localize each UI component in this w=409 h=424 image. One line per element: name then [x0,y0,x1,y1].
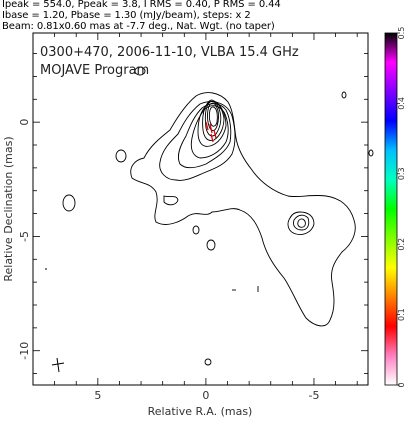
x-tick-label: 5 [94,389,101,402]
contour-island [206,239,216,251]
colorbar-tick-label: 0.4 [397,97,406,110]
chart-subtitle: MOJAVE Program [40,63,149,78]
contour-7 [204,101,222,137]
contour-sw-2 [293,214,310,231]
colorbar-tick-label: 0.2 [397,238,406,251]
chart-title: 0300+470, 2006-11-10, VLBA 15.4 GHz [40,45,299,60]
colorbar-tick-label: 0.3 [397,167,406,180]
contour-island [204,358,212,366]
contour-3 [177,103,232,169]
y-axis-label: Relative Declination (mas) [2,136,15,281]
contour-island [134,66,146,76]
x-tick-label: -5 [308,389,319,402]
contour-6 [202,99,225,141]
contour-9 [208,106,218,127]
x-axis-label: Relative R.A. (mas) [148,405,253,418]
contour-levels-line: Ibase = 1.20, Pbase = 1.30 (mJy/beam), s… [2,10,251,21]
y-tick-label: -10 [18,342,31,360]
y-tick-label: 0 [18,119,31,126]
contour-2 [159,101,236,181]
contour-island [341,91,347,99]
contour-island [115,149,127,163]
contour-8 [207,102,219,131]
x-tick-label: 0 [202,389,209,402]
colorbar-tick-label: 0.1 [397,308,406,321]
contour-sw-1 [287,211,315,235]
colorbar-ticks: 0 0.1 0.2 0.3 0.4 0.5 [397,27,406,388]
contour-set [62,66,374,366]
contour-sw-3 [297,218,306,228]
colorbar [384,32,398,386]
plot-frame [32,32,369,386]
contour-outer [130,92,356,327]
contour-fragment [163,195,179,206]
colorbar-tick-label: 0.5 [397,27,406,40]
contour-island [62,194,76,212]
polarization-vectors [205,121,217,143]
beam-cross [51,357,65,373]
image-stats-line: Ipeak = 554.0, Ppeak = 3.8, I RMS = 0.40… [2,0,281,10]
y-tick-label: -5 [18,231,31,242]
contour-island [368,149,374,157]
colorbar-tick-label: 0 [397,382,406,387]
beam-info-line: Beam: 0.81x0.60 mas at -7.7 deg., Nat. W… [2,21,275,32]
contour-island [192,225,200,235]
axes: 5 0 -5 0 -5 -10 [18,33,368,402]
